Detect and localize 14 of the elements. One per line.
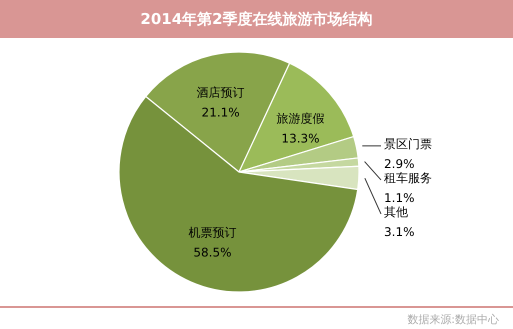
slice-label: 景区门票 (384, 136, 432, 151)
data-label: 2.9% (384, 156, 414, 171)
data-label: 13.3% (281, 131, 320, 146)
chart-title: 2014年第2季度在线旅游市场结构 (0, 0, 513, 38)
data-label: 1.1% (384, 190, 414, 205)
data-label: 21.1% (202, 106, 240, 120)
source-note: 数据来源:数据中心 (0, 306, 513, 327)
data-label: 3.1% (384, 224, 414, 239)
slice-label: 酒店预订 (196, 86, 245, 100)
data-label: 58.5% (193, 245, 232, 260)
slice-label: 租车服务 (384, 170, 432, 185)
slice-label: 旅游度假 (276, 111, 324, 126)
slice-label: 机票预订 (188, 225, 236, 240)
slice-label: 其他 (384, 204, 408, 219)
